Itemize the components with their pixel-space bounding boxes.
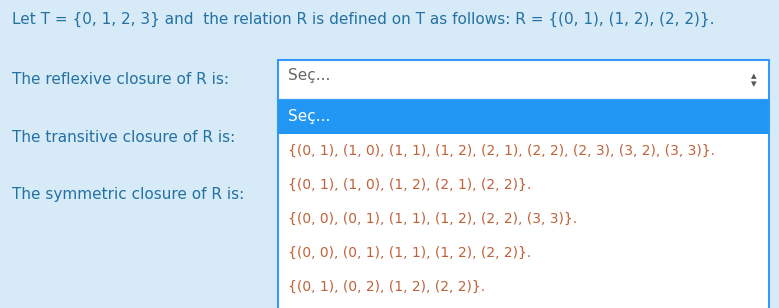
Text: The symmetric closure of R is:: The symmetric closure of R is: bbox=[12, 187, 245, 201]
Text: Seç...: Seç... bbox=[288, 110, 330, 124]
Bar bbox=[278, 100, 769, 308]
Bar bbox=[278, 100, 769, 134]
Text: {(0, 0), (0, 1), (1, 1), (1, 2), (2, 2), (3, 3)}.: {(0, 0), (0, 1), (1, 1), (1, 2), (2, 2),… bbox=[288, 212, 577, 226]
Text: The transitive closure of R is:: The transitive closure of R is: bbox=[12, 129, 235, 144]
Bar bbox=[278, 60, 769, 100]
Text: ▴
▾: ▴ ▾ bbox=[751, 71, 757, 89]
Text: Let T = {0, 1, 2, 3} and  the relation R is defined on T as follows: R = {(0, 1): Let T = {0, 1, 2, 3} and the relation R … bbox=[12, 12, 714, 27]
Text: {(0, 0), (0, 1), (1, 1), (1, 2), (2, 2)}.: {(0, 0), (0, 1), (1, 1), (1, 2), (2, 2)}… bbox=[288, 246, 531, 260]
Text: {(0, 1), (1, 0), (1, 1), (1, 2), (2, 1), (2, 2), (2, 3), (3, 2), (3, 3)}.: {(0, 1), (1, 0), (1, 1), (1, 2), (2, 1),… bbox=[288, 144, 715, 158]
Text: {(0, 1), (0, 2), (1, 2), (2, 2)}.: {(0, 1), (0, 2), (1, 2), (2, 2)}. bbox=[288, 280, 485, 294]
Text: Seç...: Seç... bbox=[288, 68, 330, 83]
Text: The reflexive closure of R is:: The reflexive closure of R is: bbox=[12, 72, 229, 87]
Text: {(0, 1), (1, 0), (1, 2), (2, 1), (2, 2)}.: {(0, 1), (1, 0), (1, 2), (2, 1), (2, 2)}… bbox=[288, 178, 531, 192]
